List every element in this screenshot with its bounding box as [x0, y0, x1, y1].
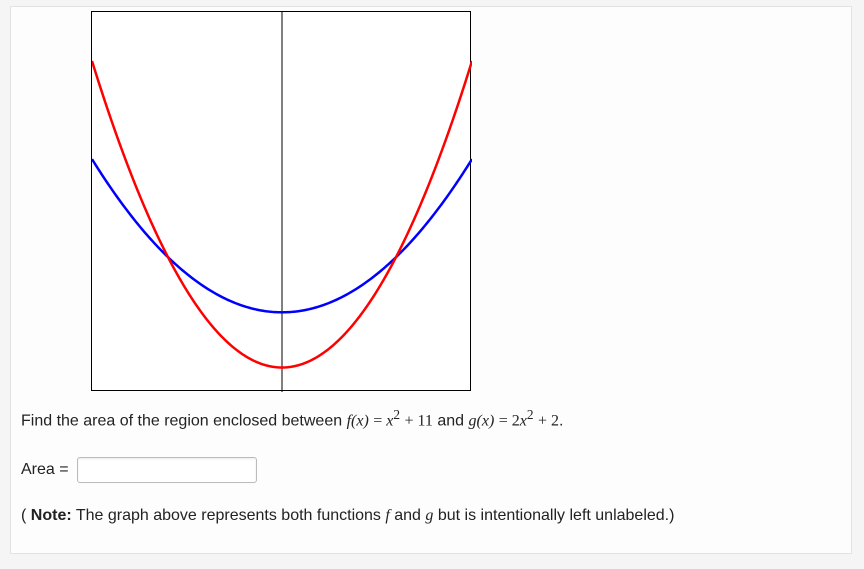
- g-rhs-coef: 2: [512, 412, 520, 429]
- prompt-period: .: [559, 412, 563, 429]
- note-mid1: The graph above represents both function…: [72, 507, 386, 524]
- f-rhs-tail: + 11: [404, 412, 432, 429]
- note-prefix: (: [21, 507, 31, 524]
- chart: [92, 12, 472, 392]
- g-lhs: g(x): [469, 412, 495, 429]
- equals-1: =: [373, 412, 386, 429]
- prompt-lead: Find the area of the region enclosed bet…: [21, 412, 347, 429]
- note-text: ( Note: The graph above represents both …: [21, 507, 841, 525]
- area-input[interactable]: [77, 457, 257, 483]
- note-bold: Note:: [31, 507, 72, 524]
- equals-2: =: [499, 412, 512, 429]
- note-tail: but is intentionally left unlabeled.): [433, 507, 674, 524]
- problem-container: Find the area of the region enclosed bet…: [10, 6, 852, 554]
- f-lhs: f(x): [347, 412, 369, 429]
- chart-frame: [91, 11, 471, 391]
- answer-row: Area =: [21, 457, 257, 483]
- g-rhs-tail: + 2: [538, 412, 559, 429]
- prompt-text: Find the area of the region enclosed bet…: [21, 407, 841, 430]
- f-rhs-exp: 2: [393, 407, 400, 422]
- area-label: Area =: [21, 461, 69, 479]
- g-rhs-exp: 2: [527, 407, 534, 422]
- and-text: and: [437, 412, 468, 429]
- note-mid2: and: [390, 507, 426, 524]
- g-rhs-x: x: [520, 412, 527, 429]
